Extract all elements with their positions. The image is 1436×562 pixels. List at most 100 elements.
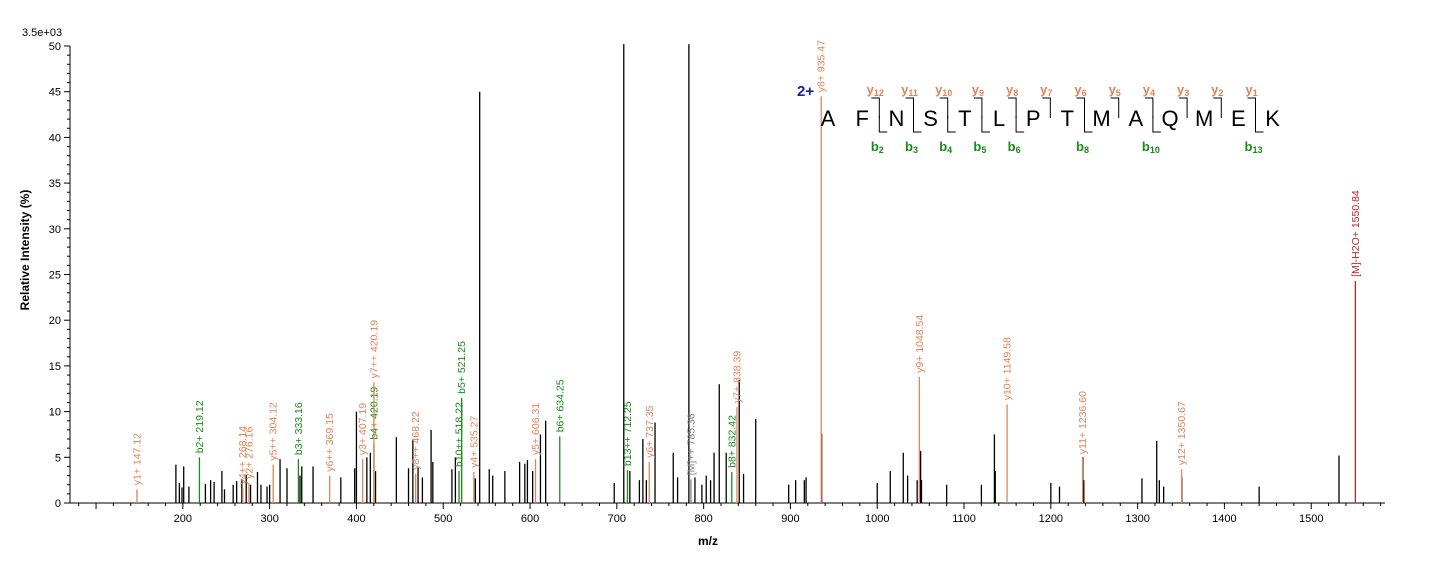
y-ion-bracket [905,97,914,118]
y-ion-bracket [1008,97,1017,118]
b-ion-label: b6 [1008,139,1021,155]
x-tick-label: 1100 [952,513,976,525]
peak-label: y8+ 935.47 [816,40,828,92]
b-ion-label: b5 [973,139,986,155]
peak-label: b5+ 521.25 [456,341,468,394]
y-ion-bracket [1076,97,1085,118]
peak-label: y12+ 1350.67 [1176,401,1188,465]
peak-label: b8+ 832.42 [726,415,738,468]
peak-label: b6+ 634.25 [554,379,566,432]
sequence-residue: A [821,106,836,131]
b-ion-label: b13 [1245,139,1263,155]
intensity-scale-label: 3.5e+03 [22,27,62,39]
peak-label: y6+ 737.35 [644,405,656,457]
sequence-residue: S [923,106,938,131]
sequence-residue: A [1128,106,1143,131]
x-axis-title: m/z [698,534,718,548]
b-ion-bracket [1084,116,1093,133]
y-ion-bracket [1179,97,1188,118]
b-ion-label: b10 [1142,139,1160,155]
peak-label: b10++ 518.22 [454,402,466,467]
b-ion-label: b3 [905,139,918,155]
peak-label: y4+ 535.27 [468,416,480,468]
y-ion-label: y1 [1245,82,1257,98]
y-ion-label: y4 [1143,82,1155,98]
sequence-residue: F [855,106,868,131]
peak-label: y10+ 1149.58 [1002,337,1014,400]
sequence-residue: Q [1161,106,1178,131]
peak-label: y4++ 268.14 [237,426,249,485]
x-tick-label: 700 [608,513,626,525]
charge-state-label: 2+ [797,83,814,100]
b-ion-bracket [947,116,956,133]
y-ion-label: y2 [1211,82,1223,98]
y-tick-label: 35 [49,178,61,190]
sequence-residue: N [888,106,904,131]
peak-label: y8++ 468.22 [410,411,422,470]
y-ion-bracket [1110,97,1120,118]
peak-label: y7++ 420.19 [368,320,380,379]
sequence-residue: E [1231,106,1246,131]
y-ion-bracket [871,97,880,118]
y-tick-label: 50 [49,41,61,53]
y-ion-label: y5 [1109,82,1121,98]
peak-label: y9+ 1048.54 [914,315,926,373]
b-ion-bracket [1255,116,1264,133]
y-ion-label: y6 [1074,82,1086,98]
axes: 200 300 400 500 600 700 800 900 1000 1100 1200 1300… [49,41,1385,525]
b-ion-label: b2 [871,139,884,155]
y-tick-label: 10 [49,407,61,419]
y-ion-label: y12 [867,82,884,98]
peak-label: y5+ 606.31 [530,403,542,455]
y-ion-label: y3 [1177,82,1189,98]
peak-label: b13++ 712.25 [622,401,634,466]
peak-label: y7+ 838.39 [731,351,743,403]
sequence-residue: T [958,106,971,131]
y-ion-bracket [939,97,949,118]
y-ion-bracket [973,97,983,118]
peak-label: b3+ 333.16 [293,402,305,455]
y-tick-label: 45 [49,87,61,99]
peak-label: b2+ 219.12 [194,400,206,453]
x-tick-label: 200 [174,513,192,525]
y-ion-bracket [1042,97,1051,118]
b-ion-bracket [878,116,888,133]
b-ion-bracket [1015,116,1025,133]
y-tick-label: 5 [55,452,61,464]
y-ion-label: y10 [935,82,952,98]
y-tick-label: 20 [49,315,61,327]
peak-label: y1+ 147.12 [131,433,143,485]
x-tick-label: 900 [781,513,799,525]
y-axis-title: Relative Intensity (%) [18,190,32,311]
sequence-residue: K [1265,106,1280,131]
peak-label: y11+ 1236.60 [1077,391,1089,454]
x-tick-label: 1000 [865,513,889,525]
y-ion-bracket [1213,97,1222,118]
x-tick-label: 1200 [1039,513,1063,525]
y-ion-label: y9 [972,82,984,98]
x-tick-label: 1400 [1212,513,1236,525]
sequence-residue: M [1195,106,1213,131]
x-tick-label: 1500 [1299,513,1323,525]
x-tick-label: 500 [434,513,452,525]
y-tick-label: 0 [55,498,61,510]
x-tick-label: 1300 [1125,513,1149,525]
b-ion-label: b8 [1076,139,1089,155]
sequence-residue: T [1061,106,1074,131]
x-tick-label: 800 [694,513,712,525]
sequence-residue: L [993,106,1005,131]
y-ion-bracket [1144,97,1154,118]
y-ion-label: y7 [1040,82,1052,98]
unassigned-peaks [175,44,1340,503]
y-tick-label: 30 [49,224,61,236]
peak-label: y5++ 304.12 [268,402,280,461]
b-ion-bracket [1152,116,1161,133]
peak-label: y3+ 407.19 [357,403,369,455]
y-ion-bracket [1247,97,1256,118]
sequence-residue: M [1092,106,1110,131]
b-ion-bracket [981,116,990,133]
peak-label: y6++ 369.15 [324,413,336,472]
